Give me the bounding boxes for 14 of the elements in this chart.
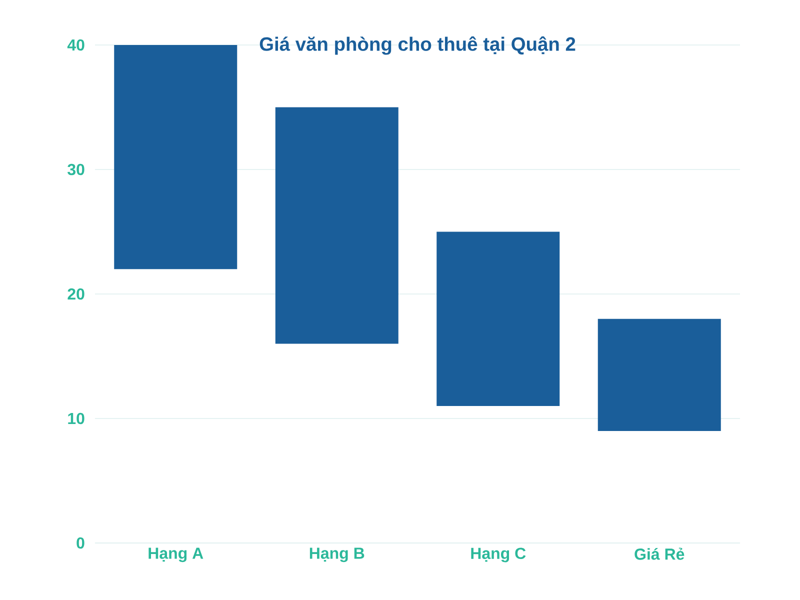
x-tick-label: Giá Rẻ [634,548,684,560]
bar [598,318,721,431]
y-tick-label: 0 [76,537,84,549]
y-tick-label: 40 [67,39,84,51]
y-tick-label: 30 [68,164,84,176]
x-tick-label: Hạng A [148,548,204,562]
x-tick-label: Hạng B [310,548,364,562]
x-tick-label: Hạng C [471,548,526,562]
chart-title: Giá văn phòng cho thuê tại Quận 2 [260,36,576,55]
y-tick-label: 10 [68,412,84,424]
bar [114,44,238,270]
bar [436,232,560,406]
bar [275,107,398,344]
y-tick-label: 20 [68,288,84,300]
